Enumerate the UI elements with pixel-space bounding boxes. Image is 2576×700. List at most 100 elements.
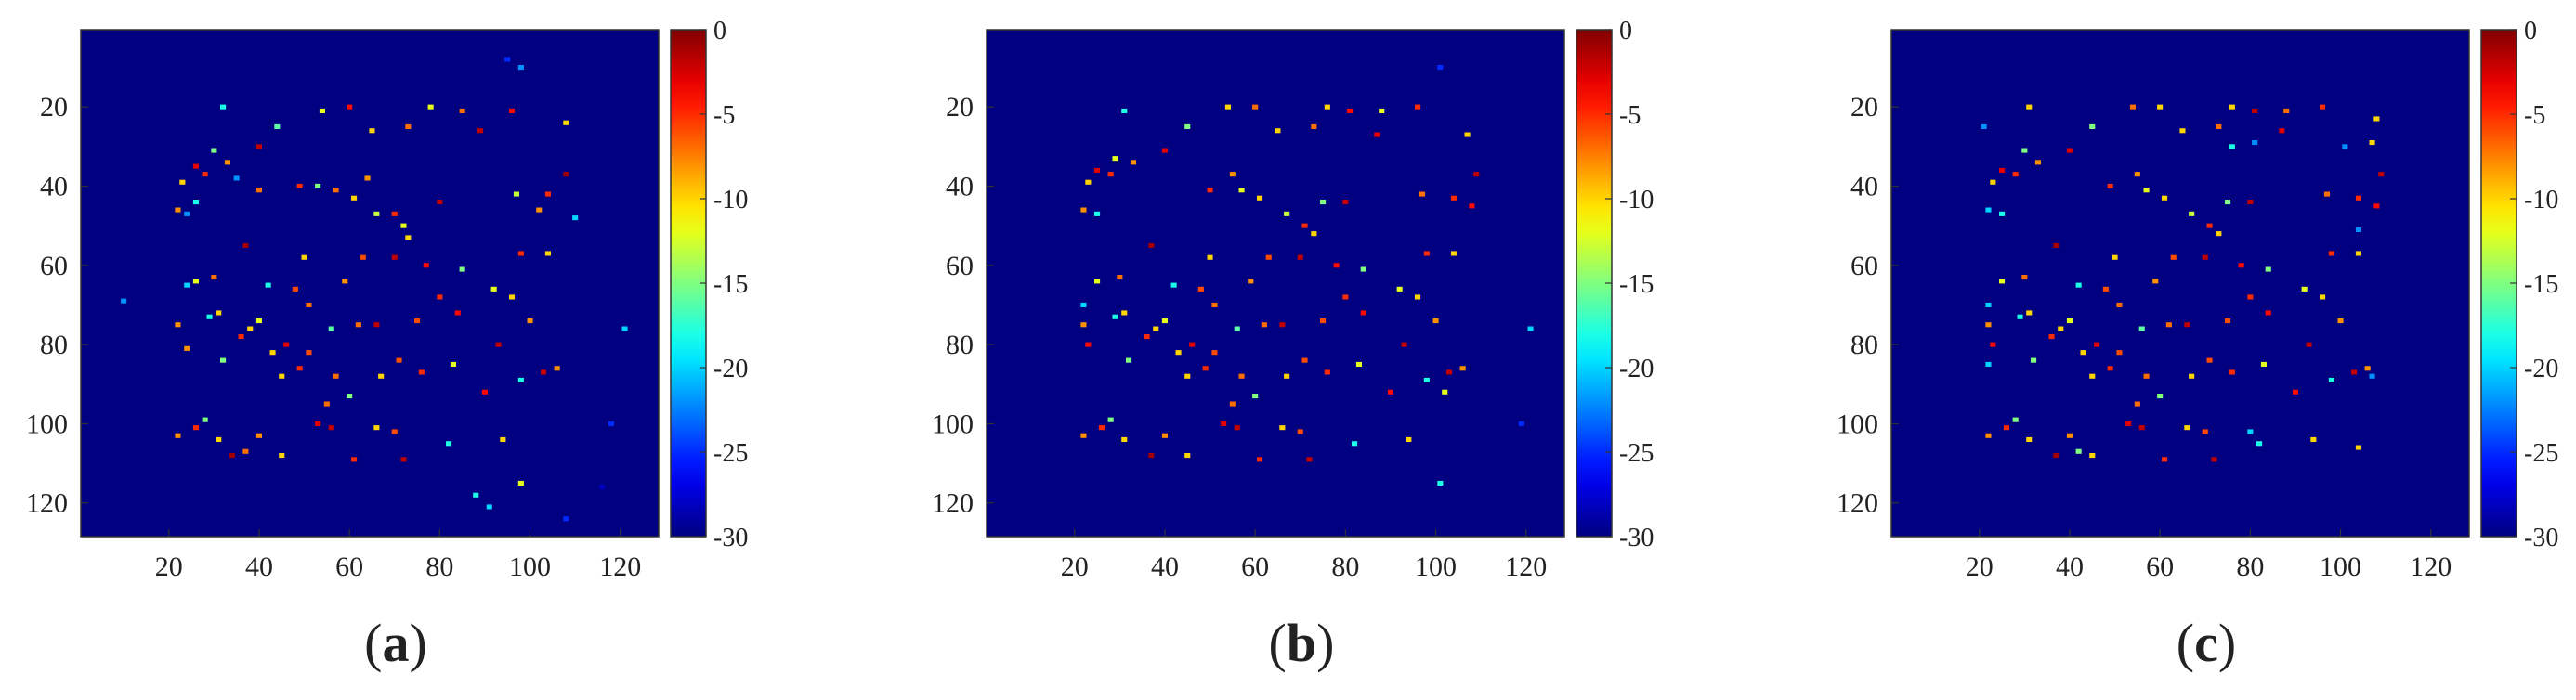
heatmap-cell — [1080, 322, 1087, 328]
heatmap-panel-2: 20 40 60 80 100 120 20 40 60 80 100 120 0 -5 -10 -15 -20… — [932, 17, 1654, 673]
heatmap-cell — [2373, 116, 2380, 122]
colorbar-tick-label: -25 — [2524, 439, 2558, 468]
heatmap-cell — [2256, 441, 2263, 447]
heatmap-cell — [1229, 172, 1236, 177]
colorbar-tick-label: -5 — [2524, 101, 2545, 130]
heatmap-cell — [347, 394, 353, 399]
heatmap-cell — [1248, 279, 1254, 284]
heatmap-cell — [2021, 148, 2028, 153]
colorbar-tick-label: -20 — [2524, 355, 2558, 383]
heatmap-cell — [211, 148, 217, 153]
x-tick-label: 120 — [2410, 551, 2452, 582]
colorbar-tick-label: -10 — [1619, 186, 1654, 214]
heatmap-cell — [1202, 366, 1209, 371]
heatmap-cell — [2125, 421, 2132, 426]
x-tick-label: 40 — [1151, 551, 1179, 582]
heatmap-cell — [1170, 282, 1177, 288]
heatmap-cell — [495, 342, 502, 347]
heatmap-cell — [2247, 429, 2254, 434]
heatmap-cell — [360, 254, 366, 260]
heatmap-cell — [1189, 342, 1196, 347]
y-tick-label: 120 — [1837, 488, 1878, 519]
heatmap-cell — [1990, 342, 1996, 347]
colorbar-tick-label: -10 — [713, 186, 748, 214]
heatmap-cell — [2094, 342, 2100, 347]
heatmap-cell — [1275, 128, 1281, 134]
x-tick-label: 20 — [155, 551, 183, 582]
heatmap-cell — [242, 448, 249, 454]
heatmap-cell — [351, 457, 358, 462]
heatmap-cell — [2165, 322, 2172, 328]
heatmap-cell — [1257, 195, 1263, 201]
y-tick-label: 100 — [26, 408, 68, 439]
heatmap-cell — [1252, 394, 1259, 399]
heatmap-cell — [1527, 326, 1534, 331]
heatmap-cell — [1301, 357, 1308, 363]
heatmap-cell — [1981, 123, 1987, 129]
heatmap-cell — [369, 128, 375, 134]
heatmap-cell — [1347, 108, 1353, 113]
heatmap-cell — [1985, 302, 1992, 307]
heatmap-cell — [509, 108, 516, 113]
heatmap-cell — [1985, 207, 1992, 213]
heatmap-cell — [450, 361, 456, 367]
heatmap-cell — [2017, 314, 2023, 319]
heatmap-cell — [2066, 318, 2073, 324]
heatmap-cell — [2320, 294, 2326, 300]
heatmap-cell — [2355, 251, 2361, 256]
y-tick-label: 20 — [40, 92, 68, 123]
heatmap-cell — [1257, 457, 1263, 462]
heatmap-cell — [216, 436, 222, 442]
y-tick-label: 100 — [932, 408, 974, 439]
heatmap-cell — [175, 322, 181, 328]
heatmap-cell — [2323, 191, 2330, 197]
x-tick-label: 20 — [1966, 551, 1994, 582]
heatmap-cell — [1450, 251, 1457, 256]
heatmap-cell — [541, 369, 547, 375]
heatmap-cell — [459, 108, 465, 113]
heatmap-cell — [621, 326, 628, 331]
heatmap-cell — [1406, 436, 1412, 442]
heatmap-cell — [2066, 433, 2073, 438]
heatmap-cell — [2378, 172, 2385, 177]
heatmap-cell — [1473, 172, 1480, 177]
heatmap-cell — [184, 282, 190, 288]
y-tick-label: 60 — [946, 251, 974, 281]
colorbar-tick-label: 0 — [2524, 17, 2537, 45]
heatmap-cell — [378, 373, 385, 379]
y-tick-label: 40 — [946, 171, 974, 201]
x-tick-label: 80 — [425, 551, 453, 582]
colorbar-tick-label: -20 — [1619, 355, 1654, 383]
heatmap-cell — [255, 188, 262, 193]
heatmap-cell — [1379, 108, 1385, 113]
heatmap-cell — [2107, 366, 2113, 371]
heatmap-cell — [1355, 361, 1362, 367]
x-tick-label: 40 — [245, 551, 273, 582]
heatmap-cell — [2138, 425, 2145, 431]
heatmap-cell — [1442, 389, 1448, 395]
heatmap-cell — [255, 318, 262, 324]
heatmap-cell — [192, 200, 199, 205]
heatmap-cell — [2080, 350, 2086, 356]
x-tick-label: 40 — [2056, 551, 2084, 582]
heatmap-cell — [2225, 200, 2231, 205]
heatmap-cell — [2134, 172, 2140, 177]
heatmap-cell — [2310, 436, 2317, 442]
heatmap-cell — [2238, 263, 2244, 268]
heatmap-cell — [1107, 172, 1114, 177]
heatmap-cell — [1279, 322, 1286, 328]
heatmap-cell — [319, 108, 325, 113]
heatmap-cell — [2355, 195, 2361, 201]
heatmap-cell — [1284, 373, 1290, 379]
heatmap-cell — [1459, 366, 1466, 371]
heatmap-cell — [1360, 310, 1366, 316]
heatmap-cell — [1094, 211, 1101, 216]
heatmap-cell — [1352, 441, 1358, 447]
heatmap-cell — [1261, 322, 1267, 328]
heatmap-cell — [2089, 373, 2096, 379]
heatmap-cell — [283, 342, 290, 347]
heatmap-cell — [1985, 322, 1992, 328]
heatmap-cell — [1238, 373, 1245, 379]
colorbar-tick-label: -25 — [713, 439, 748, 468]
